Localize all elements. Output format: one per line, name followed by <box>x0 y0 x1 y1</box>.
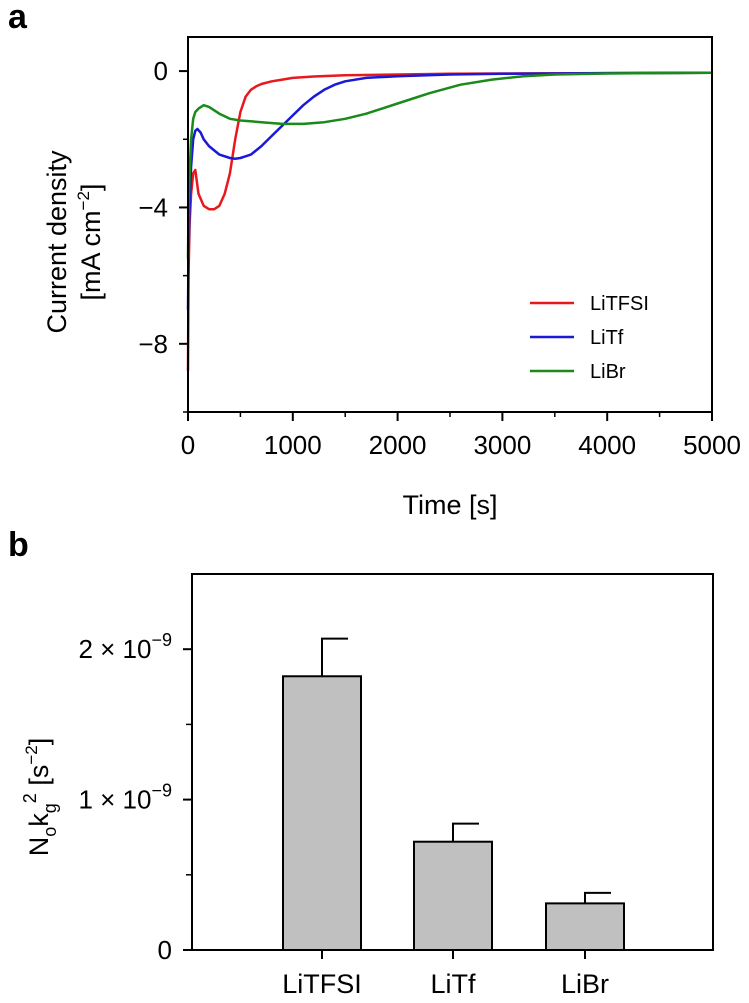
b-y-tick-label: 0 <box>158 935 172 965</box>
bar-litfsi <box>282 675 362 951</box>
a-x-tick-label: 4000 <box>578 430 636 460</box>
b-y-tick-label: 2 × 10−9 <box>78 630 172 664</box>
a-legend: LiTFSI LiTf LiBr <box>530 293 649 383</box>
a-x-axis-title: Time [s] <box>402 490 497 520</box>
series-line-litfsi <box>186 71 713 372</box>
category-label-libr: LiBr <box>561 969 609 999</box>
b-y-axis-title: Nokg2 [s−2] <box>20 738 60 856</box>
b-y-axis-title-text: Nokg2 [s−2] <box>20 738 60 856</box>
b-y-tick-label: 1 × 10−9 <box>78 781 172 815</box>
a-y-tick-label: −4 <box>138 192 168 222</box>
panel-b-letter: b <box>8 526 29 564</box>
a-x-tick-label: 0 <box>181 430 195 460</box>
a-x-tick-label: 2000 <box>369 430 427 460</box>
category-label-litfsi: LiTFSI <box>282 969 362 999</box>
a-x-tick-label: 3000 <box>473 430 531 460</box>
a-y-axis-title-line2: [mA cm−2] <box>74 184 106 301</box>
a-y-tick-label: −8 <box>138 329 168 359</box>
a-x-tick-label: 5000 <box>683 430 741 460</box>
legend-label-libr: LiBr <box>590 361 626 383</box>
a-ylabel-end: ] <box>76 184 106 192</box>
current-density-chart: 0 1000 2000 3000 4000 5000 0 −4 −8 Time [s] Curr… <box>42 36 741 520</box>
a-ylabel-main: [mA cm <box>76 210 106 300</box>
bar-litf <box>413 840 493 951</box>
rate-constant-bar-chart: LiTFSI LiTf LiBr 0 1 × 10−9 2 × 10−9 Nokg2 [s… <box>20 573 714 999</box>
a-series-lines <box>186 71 713 372</box>
a-y-axis-title: Current density [mA cm−2] <box>42 150 106 334</box>
a-x-tick-label: 1000 <box>264 430 322 460</box>
category-label-litf: LiTf <box>430 969 476 999</box>
a-y-axis-title-line1: Current density <box>42 150 72 334</box>
a-plot-frame <box>187 36 713 413</box>
a-ylabel-sup: −2 <box>74 191 93 210</box>
legend-label-litfsi: LiTFSI <box>590 293 649 315</box>
legend-label-litf: LiTf <box>590 327 624 349</box>
b-bars <box>282 637 625 951</box>
panel-a-letter: a <box>8 0 28 36</box>
series-line-libr <box>186 71 713 259</box>
bar-libr <box>545 902 625 951</box>
b-axis-ticks <box>183 648 586 959</box>
a-tick-labels: 0 1000 2000 3000 4000 5000 0 −4 −8 <box>138 56 741 460</box>
a-axis-ticks <box>179 70 713 421</box>
a-y-tick-label: 0 <box>154 56 168 86</box>
b-tick-labels: LiTFSI LiTf LiBr 0 1 × 10−9 2 × 10−9 <box>78 630 609 999</box>
series-line-litf <box>186 71 713 310</box>
b-plot-frame <box>191 573 714 951</box>
